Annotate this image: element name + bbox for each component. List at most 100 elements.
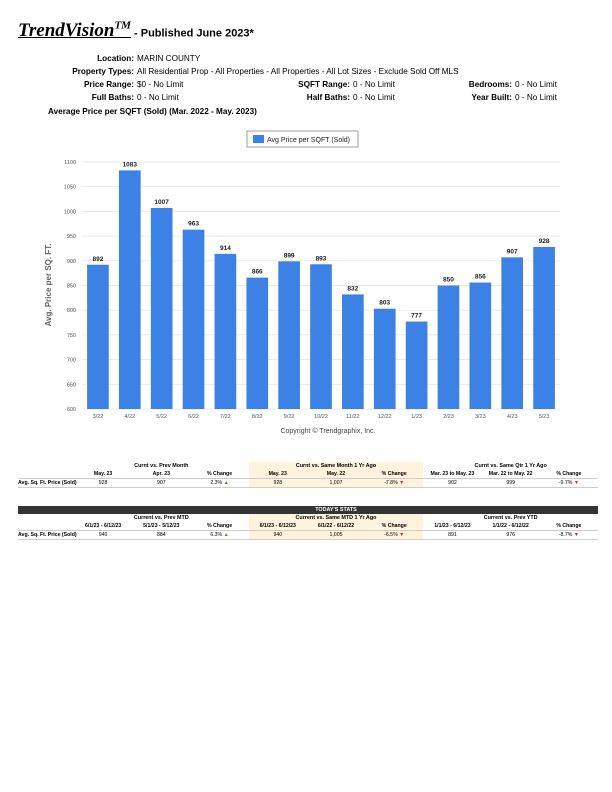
down-arrow-icon: ▼ [573, 532, 579, 538]
bar [118, 170, 141, 409]
bar-chart: Avg Price per SQFT (Sold) Avg. Price per… [44, 130, 560, 435]
x-tick-label: 11/22 [346, 414, 359, 420]
col-header: % Change [365, 522, 424, 531]
col-header: 6/1/22 - 6/12/22 [306, 522, 366, 531]
cell: -6.5% ▼ [365, 530, 424, 540]
bedrooms-label: Bedrooms: [468, 80, 512, 89]
half-baths-value: 0 - No Limit [353, 93, 395, 102]
col-header: May. 22 [306, 470, 366, 479]
cell: 6.3% ▲ [190, 530, 249, 540]
bar-value-label: 892 [93, 256, 104, 263]
todays-stats-table: TODAY'S STATS Current vs. Prev MTD Curre… [18, 506, 598, 540]
chart-subtitle: Average Price per SQFT (Sold) (Mar. 2022… [48, 107, 257, 116]
x-tick-label: 3/23 [475, 414, 486, 420]
y-tick-label: 750 [67, 333, 76, 339]
bar-value-label: 777 [411, 313, 422, 320]
x-tick-label: 4/22 [124, 414, 135, 420]
cell: 940 [248, 530, 307, 540]
y-tick-label: 950 [67, 234, 76, 240]
cell: 999 [481, 478, 540, 488]
col-header: 1/1/22 - 6/12/22 [492, 523, 529, 529]
legend-label: Avg Price per SQFT (Sold) [267, 137, 350, 144]
location-value: MARIN COUNTY [137, 54, 201, 63]
cell: 1,005 [306, 530, 366, 540]
bar-value-label: 893 [316, 255, 327, 262]
col-header: 6/1/23 - 6/12/23 [248, 522, 307, 531]
todays-stats-banner: TODAY'S STATS [74, 506, 598, 514]
bar [501, 257, 524, 409]
down-arrow-icon: ▼ [399, 480, 405, 486]
x-tick-label: 2/23 [443, 414, 454, 420]
sqft-range-value: 0 - No Limit [353, 80, 395, 89]
cell: 1,007 [306, 478, 366, 488]
bar [469, 282, 492, 409]
cell: 940 [74, 530, 133, 540]
bar [405, 321, 428, 409]
bar [182, 229, 205, 409]
bar [533, 246, 555, 409]
x-tick-label: 6/22 [188, 414, 199, 420]
half-baths-label: Half Baths: [306, 93, 350, 102]
x-tick-label: 4/23 [507, 414, 518, 420]
x-tick-label: 12/22 [378, 414, 392, 420]
bar-value-label: 1083 [123, 161, 138, 168]
cell: 891 [423, 530, 482, 540]
x-tick-label: 3/22 [93, 414, 104, 420]
group-prev-mtd: Current vs. Prev MTD [133, 515, 189, 521]
bar-value-label: 803 [379, 300, 390, 307]
down-arrow-icon: ▼ [399, 532, 405, 538]
y-tick-label: 1000 [64, 209, 76, 215]
group-prev-month: Curnt vs. Prev Month [134, 463, 189, 469]
cell: 907 [132, 478, 191, 488]
col-header: Mar. 22 to May. 22 [488, 471, 533, 477]
cell: 2.3% ▲ [190, 478, 249, 488]
y-tick-label: 850 [67, 284, 76, 290]
cell: 976 [481, 530, 540, 540]
down-arrow-icon: ▼ [573, 480, 579, 486]
bar [246, 277, 269, 409]
bar-value-label: 850 [443, 277, 454, 284]
col-header: % Change [207, 471, 233, 477]
row-label: Avg. Sq. Ft. Price (Sold) [18, 530, 77, 540]
col-header: 5/1/23 - 5/12/23 [143, 523, 180, 529]
x-tick-label: 9/22 [284, 414, 295, 420]
year-built-value: 0 - No Limit [515, 93, 557, 102]
bar [278, 261, 300, 409]
x-tick-label: 1/23 [411, 414, 422, 420]
bar [150, 207, 173, 409]
bar [214, 253, 237, 409]
col-header: 6/1/23 - 6/12/23 [84, 523, 122, 529]
cell: -7.8% ▼ [365, 478, 424, 488]
cell: -9.7% ▼ [539, 478, 598, 488]
copyright-note: Copyright © Trendgraphix, Inc. [280, 427, 375, 435]
y-tick-label: 1050 [64, 185, 76, 191]
col-header: % Change [556, 471, 582, 477]
group-prev-ytd: Current vs. Prev YTD [483, 515, 538, 521]
cell: 902 [423, 478, 482, 488]
bar-value-label: 899 [284, 252, 295, 259]
y-tick-label: 1100 [64, 160, 76, 166]
group-same-qtr: Curnt vs. Same Qtr 1 Yr Ago [474, 463, 547, 469]
x-tick-label: 10/22 [314, 414, 328, 420]
price-range-label: Price Range: [83, 80, 134, 89]
bar [342, 294, 364, 409]
cell: -8.7% ▼ [539, 530, 598, 540]
bar [373, 308, 396, 409]
table-row: Avg. Sq. Ft. Price (Sold) 940 884 6.3% ▲… [18, 530, 598, 540]
row-label: Avg. Sq. Ft. Price (Sold) [18, 478, 77, 488]
report-title: TrendVisionTM - Published June 2023* [18, 20, 254, 42]
bedrooms-value: 0 - No Limit [515, 80, 557, 89]
up-arrow-icon: ▲ [223, 532, 229, 538]
col-header: % Change [207, 523, 233, 529]
col-header: 1/1/23 - 6/12/23 [434, 523, 471, 529]
y-tick-label: 700 [67, 358, 76, 364]
full-baths-label: Full Baths: [91, 93, 134, 102]
bar-value-label: 1007 [154, 199, 169, 206]
x-tick-label: 5/23 [539, 414, 550, 420]
y-tick-label: 900 [67, 259, 76, 265]
x-tick-label: 7/22 [220, 414, 231, 420]
legend-swatch [253, 135, 264, 143]
y-axis-title: Avg. Price per SQ. FT. [44, 244, 53, 327]
monthly-stats-table: Curnt vs. Prev Month Curnt vs. Same Mont… [18, 462, 598, 488]
bar-value-label: 832 [347, 285, 358, 292]
